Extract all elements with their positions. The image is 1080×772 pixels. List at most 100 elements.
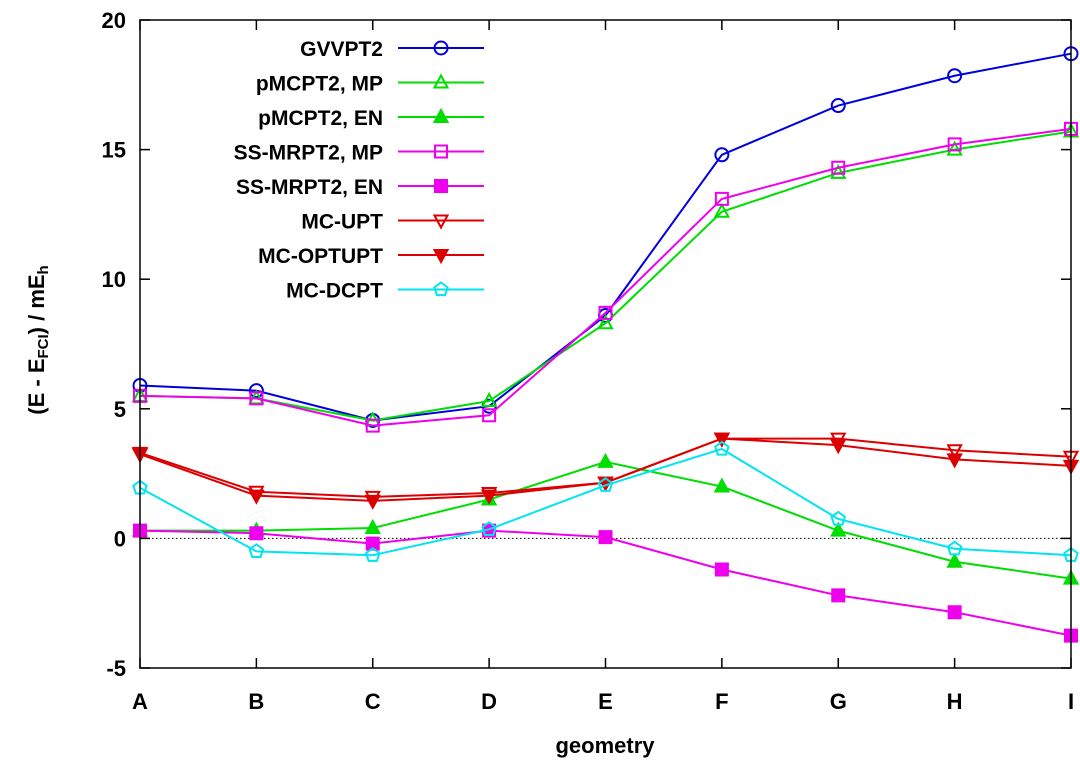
x-tick-label: G [830,689,847,714]
data-point [830,98,846,114]
series-line [139,447,1072,557]
legend: GVVPT2 pMCPT2, MP pMCPT2, EN SS-MRPT2, MP SS… [234,38,484,303]
legend-item: SS-MRPT2, EN [236,176,484,199]
legend-marker [434,144,448,159]
x-tick-label: B [248,689,264,714]
data-point [947,68,963,84]
legend-label: pMCPT2, EN [258,107,383,130]
legend-item: GVVPT2 [300,38,484,61]
data-point [248,489,265,505]
data-point [597,477,614,492]
x-axis-label: geometry [555,733,655,758]
data-point [364,494,381,510]
series-pmcpt2-en [131,452,1080,585]
data-point [946,540,963,556]
y-axis-label-unit-subscript: h [35,265,52,274]
data-point [830,510,847,526]
data-point [714,191,729,206]
legend-item: SS-MRPT2, MP [234,142,484,165]
series-mc-upt [131,432,1080,507]
data-point [831,588,846,603]
legend-marker [432,249,450,265]
series-ss-mrpt2-mp [133,121,1078,433]
x-tick-label: F [715,689,728,714]
data-point [831,160,846,175]
legend-label: SS-MRPT2, EN [236,176,383,199]
data-point [598,530,613,545]
y-axis-label-main: (E - E [24,359,49,415]
data-point [1064,121,1078,136]
y-axis-label-middle: ) / mE [24,274,49,334]
data-point [714,562,729,577]
legend-label: MC-UPT [301,211,383,234]
x-tick-label: H [947,689,963,714]
data-point [714,147,730,163]
legend-item: pMCPT2, EN [258,107,484,130]
data-point [946,140,963,156]
data-point [713,432,731,448]
x-tick-label: A [132,689,148,714]
data-point [364,547,381,562]
series-layer [131,46,1080,643]
series-line [139,529,1072,637]
data-point [946,444,963,460]
data-point [947,137,962,152]
data-point [365,418,380,433]
legend-item: MC-OPTUPT [258,245,484,268]
x-tick-label: E [598,689,613,714]
data-point [830,439,847,455]
legend-item: pMCPT2, MP [256,73,484,96]
series-ss-mrpt2-en [133,523,1078,643]
series-mc-optupt [131,432,1080,510]
data-point [597,452,614,468]
y-tick-label: 0 [114,526,126,551]
data-point [946,453,963,469]
x-tick-label: C [365,689,381,714]
series-line [139,130,1072,422]
data-point [133,388,147,403]
data-point [597,314,614,330]
x-tick-label: I [1068,689,1074,714]
y-tick-label: 5 [114,397,126,422]
series-line [139,127,1072,427]
legend-item: MC-DCPT [286,280,484,303]
data-point [713,202,731,218]
y-tick-label: 15 [102,138,126,163]
legend-item: MC-UPT [301,211,484,234]
legend-marker [432,73,450,89]
legend-marker [432,214,450,230]
series-gvvpt2 [132,46,1079,428]
data-point [598,305,613,320]
legend-label: SS-MRPT2, MP [234,142,383,165]
data-point [482,408,497,423]
legend-marker [433,281,449,297]
data-point [481,521,497,536]
data-point [248,543,265,559]
data-point [480,489,498,505]
legend-marker [432,107,450,123]
data-point [830,163,847,179]
data-point [830,521,847,537]
data-point [713,477,731,493]
legend-label: GVVPT2 [300,38,383,61]
data-point [480,391,498,408]
data-point [248,383,264,399]
data-point [365,536,380,551]
legend-label: MC-OPTUPT [258,245,383,268]
data-point [714,440,730,456]
y-axis-label: (E - EFCI) / mEh [24,265,52,414]
legend-marker [434,179,448,193]
axis-ticks: -5 0 5 10 15 20 A B C D E F G H I [102,8,1075,714]
legend-label: MC-DCPT [286,280,383,303]
series-pmcpt2-mp [131,122,1080,427]
data-point [249,391,264,406]
legend-marker [433,40,449,56]
legend-label: pMCPT2, MP [256,73,383,96]
data-point [947,605,962,620]
data-point [946,552,963,568]
y-axis-label-subscript: FCI [35,334,52,358]
y-tick-label: 10 [102,267,126,292]
data-point [249,526,264,541]
y-tick-label: 20 [102,8,126,33]
